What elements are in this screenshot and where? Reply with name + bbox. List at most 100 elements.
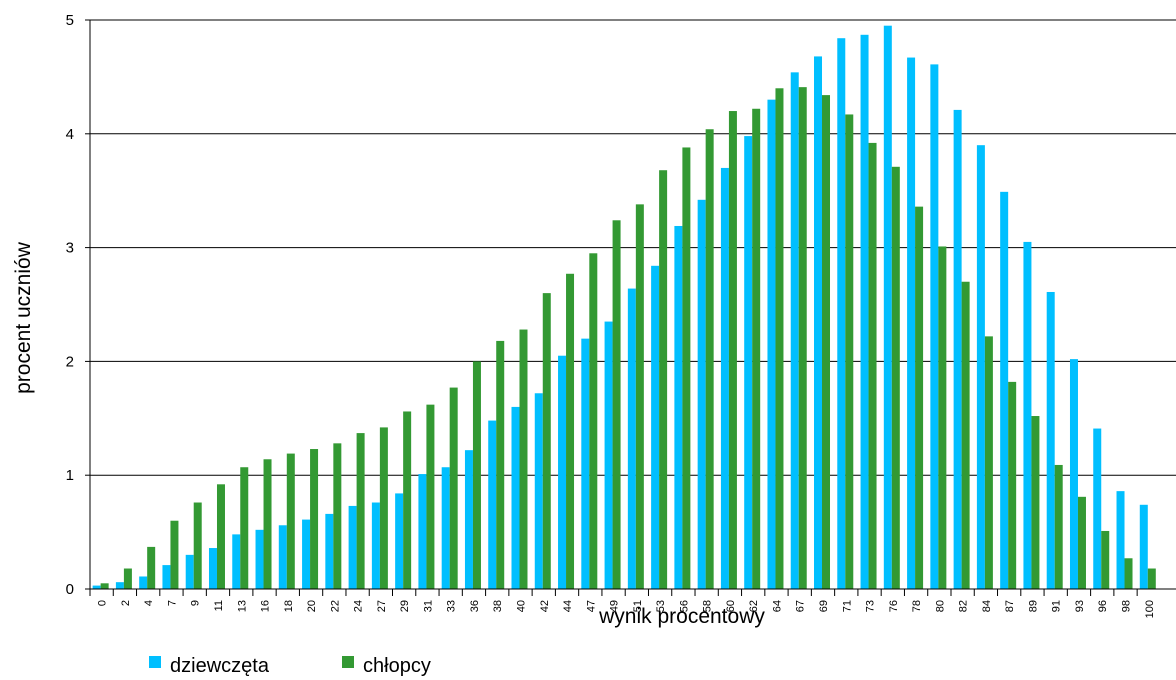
bar-chlopcy-98 xyxy=(1124,558,1133,589)
bar-dziewczeta-56 xyxy=(674,225,683,589)
bar-chlopcy-60 xyxy=(728,111,737,589)
legend-label-dziewczeta: dziewczęta xyxy=(170,655,270,677)
x-tick-label: 36 xyxy=(469,600,481,612)
y-tick-label: 1 xyxy=(66,467,74,484)
x-tick-label: 100 xyxy=(1144,600,1156,618)
bar-chlopcy-9 xyxy=(193,502,202,589)
x-tick-label: 22 xyxy=(329,600,341,612)
bar-chlopcy-64 xyxy=(775,88,784,589)
x-tick-label: 47 xyxy=(585,600,597,612)
bar-chlopcy-76 xyxy=(891,166,900,589)
x-tick-label: 58 xyxy=(702,600,714,612)
bar-chlopcy-27 xyxy=(379,427,388,589)
x-tick-label: 53 xyxy=(655,600,667,612)
x-tick-label: 49 xyxy=(609,600,621,612)
y-axis: 0 1 2 3 4 5 xyxy=(66,12,91,598)
bar-chlopcy-36 xyxy=(472,361,481,589)
bar-dziewczeta-27 xyxy=(371,502,380,589)
y-tick-label: 4 xyxy=(66,126,74,143)
x-tick-label: 24 xyxy=(353,600,365,612)
bar-dziewczeta-9 xyxy=(185,554,194,589)
bar-chlopcy-87 xyxy=(1008,381,1017,589)
bar-chlopcy-56 xyxy=(682,147,691,589)
bar-dziewczeta-0 xyxy=(92,585,101,589)
bar-chlopcy-91 xyxy=(1054,464,1063,589)
x-tick-label: 40 xyxy=(515,600,527,612)
bar-chlopcy-33 xyxy=(449,387,458,589)
bar-chlopcy-100 xyxy=(1147,568,1156,589)
bar-chlopcy-80 xyxy=(938,246,947,589)
x-tick-label: 20 xyxy=(306,600,318,612)
x-tick-label: 16 xyxy=(260,600,272,612)
bar-dziewczeta-11 xyxy=(208,548,217,589)
x-tick-label: 4 xyxy=(143,600,155,606)
bar-chlopcy-42 xyxy=(542,293,551,589)
bar-chlopcy-62 xyxy=(752,108,761,589)
x-tick-label: 84 xyxy=(981,600,993,612)
bar-dziewczeta-62 xyxy=(744,136,753,590)
bar-dziewczeta-4 xyxy=(139,576,148,589)
bar-chlopcy-16 xyxy=(263,459,272,589)
bar-dziewczeta-58 xyxy=(697,199,706,589)
x-tick-label: 29 xyxy=(399,600,411,612)
bar-dziewczeta-84 xyxy=(976,145,985,589)
x-tick-label: 89 xyxy=(1027,600,1039,612)
bar-chlopcy-11 xyxy=(216,484,225,589)
bar-chlopcy-51 xyxy=(635,204,644,589)
bar-dziewczeta-31 xyxy=(418,474,427,589)
bar-dziewczeta-20 xyxy=(302,519,311,589)
bar-dziewczeta-67 xyxy=(790,72,799,589)
y-axis-title: procent uczniów xyxy=(12,241,35,394)
bar-chlopcy-93 xyxy=(1077,496,1086,589)
x-tick-label: 82 xyxy=(958,600,970,612)
x-tick-label: 31 xyxy=(422,600,434,612)
bar-dziewczeta-13 xyxy=(232,534,241,589)
bar-chlopcy-40 xyxy=(519,329,528,589)
bar-chlopcy-7 xyxy=(170,520,179,589)
x-tick-label: 71 xyxy=(841,600,853,612)
y-tick-label: 3 xyxy=(66,240,74,257)
x-tick-label: 67 xyxy=(795,600,807,612)
x-tick-label: 62 xyxy=(748,600,760,612)
x-tick-label: 76 xyxy=(888,600,900,612)
bar-dziewczeta-33 xyxy=(441,467,450,589)
x-tick-label: 87 xyxy=(1004,600,1016,612)
x-tick-label: 18 xyxy=(283,600,295,612)
bar-chlopcy-24 xyxy=(356,433,365,589)
bar-dziewczeta-91 xyxy=(1046,291,1055,589)
x-tick-label: 56 xyxy=(678,600,690,612)
bar-dziewczeta-53 xyxy=(651,265,660,589)
bar-chlopcy-78 xyxy=(915,206,924,589)
bars xyxy=(92,25,1156,590)
bar-chlopcy-96 xyxy=(1101,530,1110,589)
bar-dziewczeta-44 xyxy=(558,355,567,589)
bar-chlopcy-4 xyxy=(147,546,156,589)
x-tick-label: 98 xyxy=(1121,600,1133,612)
bar-chlopcy-13 xyxy=(240,467,249,589)
x-tick-label: 2 xyxy=(120,600,132,606)
x-tick-label: 44 xyxy=(562,600,574,612)
bar-dziewczeta-18 xyxy=(278,525,287,589)
legend-label-chlopcy: chłopcy xyxy=(363,655,431,677)
x-tick-label: 13 xyxy=(236,600,248,612)
bar-chlopcy-84 xyxy=(984,336,993,589)
bar-dziewczeta-69 xyxy=(814,56,823,589)
bar-dziewczeta-93 xyxy=(1069,359,1078,589)
x-tick-label: 64 xyxy=(771,600,783,612)
bar-chlopcy-69 xyxy=(822,95,831,589)
bar-chlopcy-29 xyxy=(403,411,412,589)
bar-dziewczeta-16 xyxy=(255,529,264,589)
bar-chlopcy-18 xyxy=(286,453,295,589)
bar-chlopcy-22 xyxy=(333,443,342,589)
bar-dziewczeta-73 xyxy=(860,34,869,589)
bar-dziewczeta-42 xyxy=(534,393,543,589)
bar-dziewczeta-51 xyxy=(627,288,636,589)
bar-dziewczeta-40 xyxy=(511,406,520,589)
bar-dziewczeta-78 xyxy=(907,57,916,589)
y-tick-label: 5 xyxy=(66,12,74,29)
bar-dziewczeta-98 xyxy=(1116,491,1125,589)
bar-dziewczeta-82 xyxy=(953,109,962,589)
bar-dziewczeta-24 xyxy=(348,505,357,589)
bar-dziewczeta-87 xyxy=(1000,191,1009,589)
bar-chlopcy-73 xyxy=(868,142,877,590)
